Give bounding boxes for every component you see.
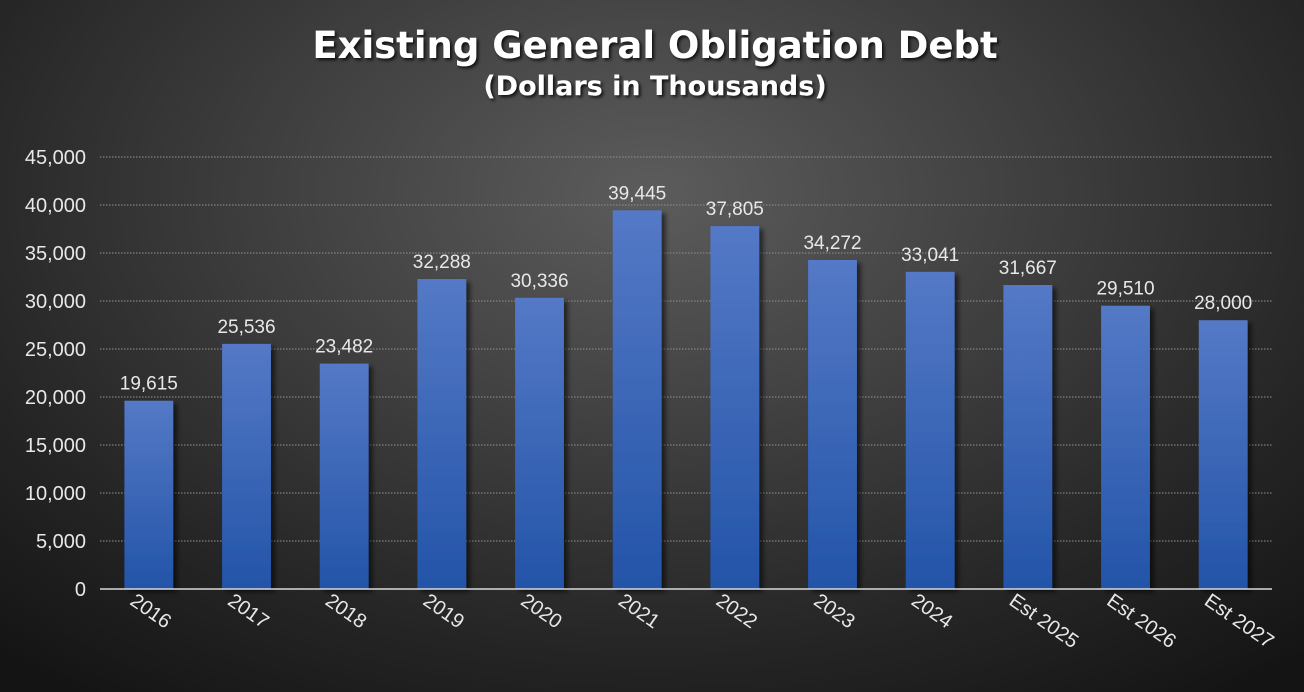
y-tick-label: 35,000 xyxy=(25,243,86,265)
chart-title: Existing General Obligation Debt xyxy=(312,24,997,67)
data-label: 25,536 xyxy=(217,317,275,338)
bar xyxy=(1101,305,1150,589)
y-tick-label: 25,000 xyxy=(25,339,86,361)
x-category-label: Est 2027 xyxy=(1200,590,1277,653)
y-tick-label: 10,000 xyxy=(25,483,86,505)
y-tick-label: 15,000 xyxy=(25,435,86,457)
data-label: 23,482 xyxy=(315,337,373,358)
x-category-label: 2020 xyxy=(517,590,566,634)
bar xyxy=(808,259,857,589)
data-label: 19,615 xyxy=(120,374,178,395)
x-axis-category-labels: 2016 2017 2018 2019 2020 2021 2022 2023 2024 Est … xyxy=(126,590,1278,653)
x-category-label: 2016 xyxy=(126,590,175,634)
x-category-label: 2022 xyxy=(712,590,761,634)
chart-subtitle: (Dollars in Thousands) xyxy=(483,71,826,102)
y-tick-label: 45,000 xyxy=(25,147,86,169)
data-label: 37,805 xyxy=(706,199,764,220)
bar xyxy=(710,226,760,589)
data-label: 34,272 xyxy=(803,233,861,254)
bar xyxy=(222,343,271,589)
bar xyxy=(612,210,662,589)
x-category-label: Est 2026 xyxy=(1103,590,1180,653)
x-category-label: 2024 xyxy=(907,590,956,634)
x-category-label: 2017 xyxy=(224,590,273,634)
y-tick-label: 30,000 xyxy=(25,291,86,313)
x-category-label: 2021 xyxy=(614,590,663,634)
x-category-label: Est 2025 xyxy=(1005,590,1082,653)
data-labels: 19,615 25,536 23,482 32,288 30,336 39,445 37,8… xyxy=(120,183,1252,394)
bar xyxy=(1198,320,1248,589)
y-tick-label: 40,000 xyxy=(25,195,86,217)
y-tick-label: 20,000 xyxy=(25,387,86,409)
bar xyxy=(417,279,467,589)
y-tick-label: 5,000 xyxy=(36,531,86,553)
data-label: 31,667 xyxy=(999,258,1057,279)
x-category-label: 2019 xyxy=(419,590,468,634)
data-label: 29,510 xyxy=(1096,279,1154,300)
y-tick-label: 0 xyxy=(75,579,86,601)
data-label: 39,445 xyxy=(608,183,666,204)
bar xyxy=(1003,284,1053,589)
bar xyxy=(319,363,369,589)
data-label: 28,000 xyxy=(1194,293,1252,314)
data-label: 30,336 xyxy=(510,271,568,292)
bar xyxy=(515,297,564,589)
bar xyxy=(124,400,174,589)
x-category-label: 2023 xyxy=(810,590,859,634)
gridlines xyxy=(100,156,1272,542)
bars xyxy=(124,210,1248,589)
y-axis-tick-labels: 0 5,000 10,000 15,000 20,000 25,000 30,000 35,0… xyxy=(25,147,86,601)
x-category-label: 2018 xyxy=(321,590,370,634)
bar xyxy=(905,271,955,589)
data-label: 33,041 xyxy=(901,245,959,266)
data-label: 32,288 xyxy=(413,252,471,273)
